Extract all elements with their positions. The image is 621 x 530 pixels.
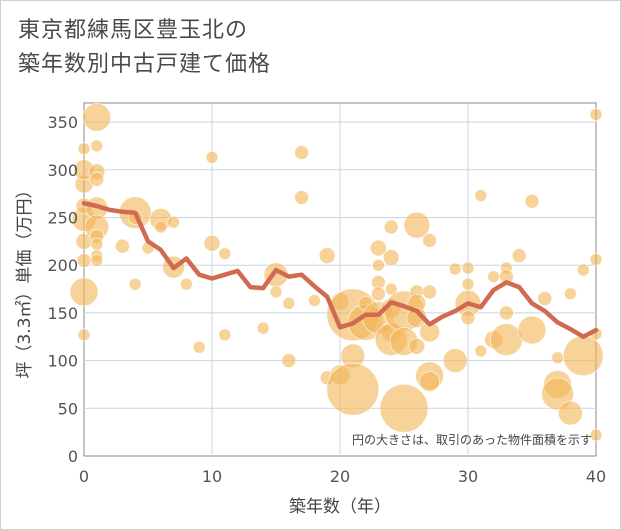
bubble-37 [282,296,296,310]
bubble-48 [326,362,380,416]
x-tick-label-1: 10 [202,467,222,486]
bubble-58 [384,282,398,296]
bubble-81 [474,189,488,202]
bubble-38 [281,353,297,368]
bubble-12 [89,171,105,187]
bubble-56 [383,219,399,235]
bubble-51 [369,239,387,257]
bubble-83 [487,270,501,284]
y-axis-title: 坪（3.3㎡）単価（万円） [15,181,35,378]
bubble-90 [524,193,540,209]
bubble-101 [589,253,603,266]
y-tick-label-3: 150 [47,304,78,323]
y-tick-label-5: 250 [47,208,78,227]
y-tick-label-7: 350 [47,113,78,132]
bubble-28 [179,277,193,291]
bubble-93 [551,351,564,365]
y-tick-label-4: 200 [47,256,78,275]
bubble-33 [218,328,232,342]
bubble-96 [558,400,583,426]
bubble-99 [562,335,604,377]
bubble-21 [128,277,142,291]
y-tick-label-0: 0 [68,447,78,466]
size-annotation: 円の大きさは、取引のあった物件面積を示す [352,432,592,447]
bubble-1 [69,277,99,307]
bubble-0 [77,328,91,342]
bubble-82 [474,344,488,358]
bubble-70 [422,232,438,248]
bubble-18 [90,254,104,267]
bubble-75 [448,262,462,276]
bubble-69 [408,337,426,355]
bubble-26 [167,215,181,229]
bubble-68 [406,307,428,329]
bubble-71 [422,284,438,300]
bubble-97 [564,287,577,301]
x-tick-label-3: 30 [458,467,478,486]
bubble-39 [294,145,310,161]
y-tick-label-2: 100 [47,352,78,371]
bubble-series [69,102,604,442]
bubble-31 [203,234,221,252]
bubble-2 [76,253,92,268]
bubble-76 [442,348,468,373]
bubble-36 [269,285,283,299]
bubble-64 [379,383,429,433]
y-tick-label-1: 50 [58,399,78,418]
bubble-42 [318,247,336,265]
bubble-87 [498,305,514,321]
bubble-65 [403,211,431,239]
chart-title: 東京都練馬区豊玉北の 築年数別中古戸建て価格 [18,14,271,82]
x-tick-labels: 0 10 20 30 40 [79,467,606,486]
x-tick-label-2: 20 [330,467,350,486]
bubble-57 [382,249,400,266]
bubble-10 [90,139,104,153]
chart-title-line-2: 築年数別中古戸建て価格 [18,52,272,77]
bubble-52 [371,258,385,272]
bubble-34 [256,321,270,335]
bubble-8 [77,142,91,156]
x-tick-label-4: 40 [586,467,606,486]
bubble-91 [517,315,547,345]
bubble-103 [589,428,603,442]
bubble-9 [82,102,112,132]
bubble-80 [460,310,476,326]
bubble-89 [511,248,527,264]
trend-line [81,200,599,339]
bubble-25 [154,220,168,234]
bubble-19 [115,238,130,254]
x-tick-label-0: 0 [79,467,89,486]
bubble-54 [370,286,386,302]
bubble-88 [489,323,523,357]
bubble-40 [294,190,310,205]
bubble-98 [576,263,590,277]
y-tick-labels: 0 50 100 150 200 250 300 350 [47,113,78,466]
bubble-78 [461,277,475,291]
x-axis-title: 築年数（年） [289,497,391,517]
bubble-100 [589,108,603,121]
chart-title-line-1: 東京都練馬区豊玉北の [18,18,249,43]
bubble-77 [461,261,475,275]
bubble-29 [192,340,206,354]
y-tick-label-6: 300 [47,161,78,180]
bubble-41 [307,294,321,307]
bubble-74 [419,371,441,392]
bubble-30 [205,150,219,164]
bubble-32 [218,247,232,261]
bubble-92 [537,291,553,306]
bubble-16 [90,237,104,251]
